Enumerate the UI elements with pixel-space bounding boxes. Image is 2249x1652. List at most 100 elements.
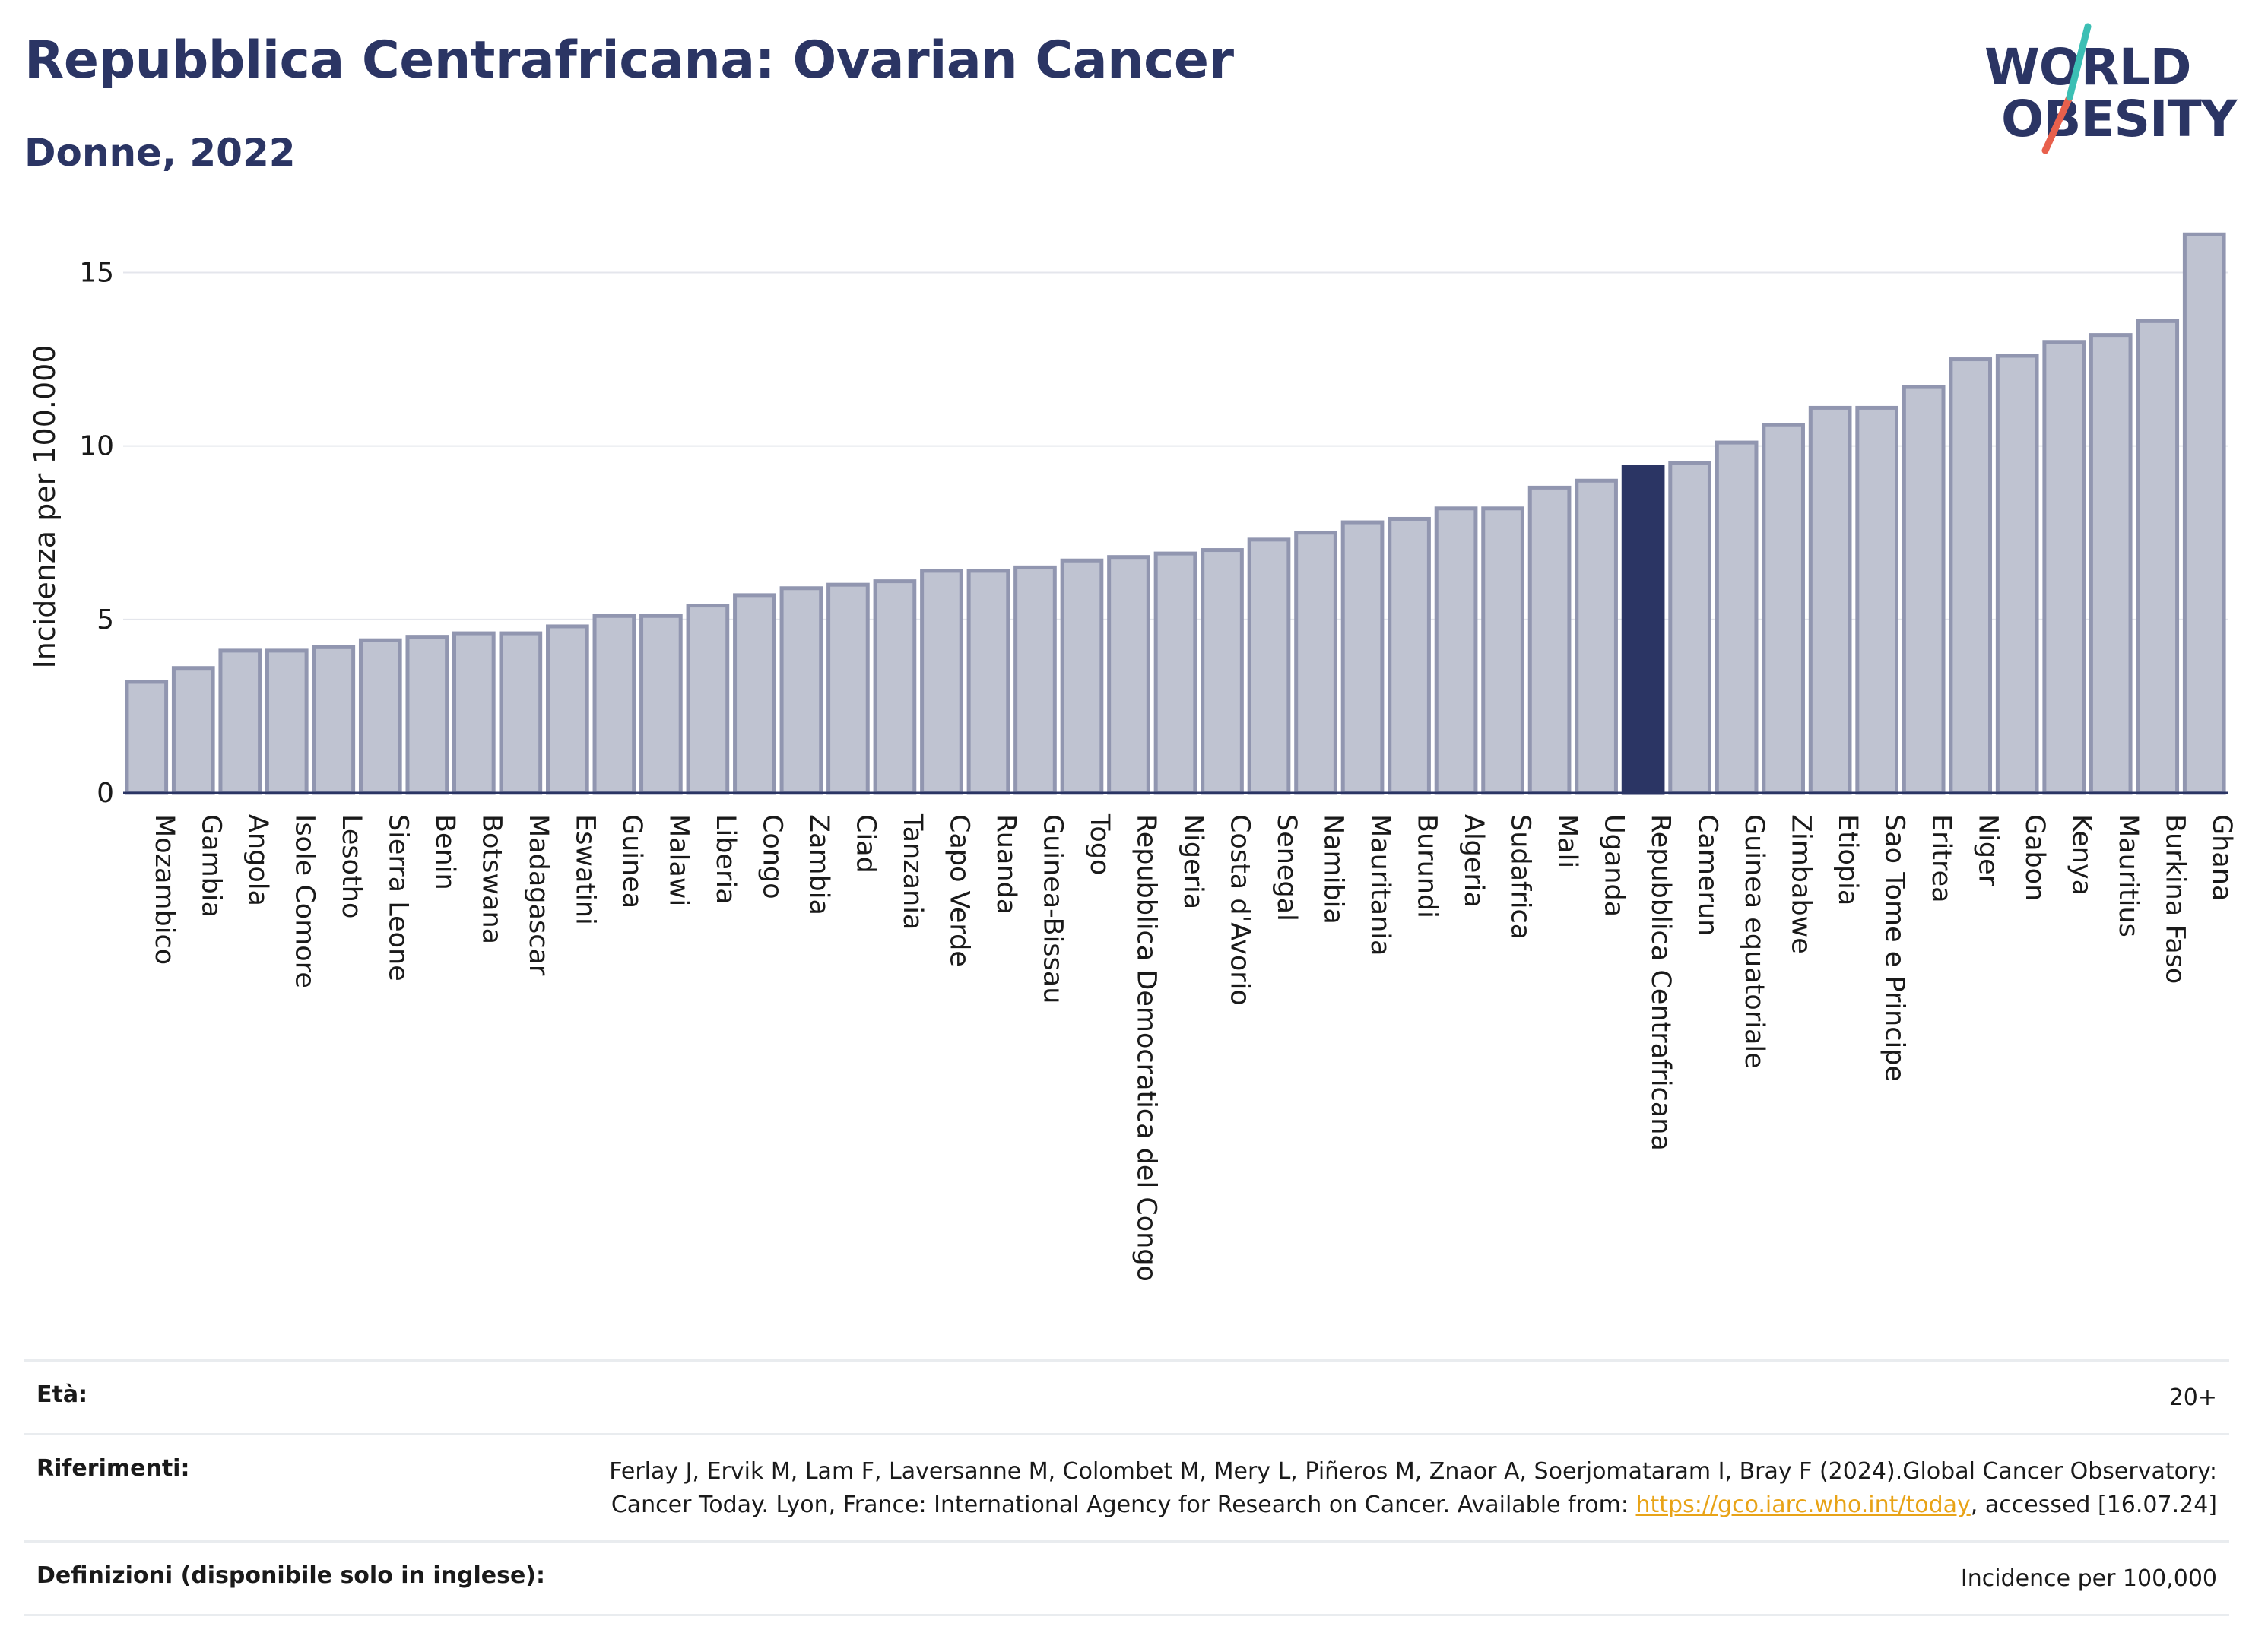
x-tick-label: Camerun bbox=[1692, 814, 1723, 936]
x-tick-label: Guinea equatoriale bbox=[1739, 814, 1769, 1069]
x-tick-label: Liberia bbox=[710, 814, 741, 905]
bar bbox=[873, 579, 917, 795]
bar bbox=[358, 638, 402, 795]
x-tick-label: Etiopia bbox=[1832, 814, 1863, 905]
x-tick-label: Sierra Leone bbox=[382, 814, 413, 981]
bar bbox=[2182, 232, 2226, 795]
x-tick-label: Uganda bbox=[1599, 814, 1629, 917]
y-tick-label: 5 bbox=[97, 604, 114, 636]
references-link[interactable]: https://gco.iarc.who.int/today bbox=[1635, 1492, 1971, 1518]
x-tick-label: Benin bbox=[430, 814, 460, 890]
y-tick-label: 10 bbox=[79, 431, 114, 462]
bar bbox=[1107, 555, 1150, 795]
bar bbox=[1340, 520, 1385, 795]
x-tick-label: Angola bbox=[243, 814, 273, 906]
bar bbox=[1762, 423, 1805, 795]
x-tick-label: Congo bbox=[757, 814, 787, 899]
bar bbox=[125, 680, 169, 795]
bar bbox=[1388, 516, 1431, 795]
bar bbox=[1153, 551, 1197, 795]
chart-title: Repubblica Centrafricana: Ovarian Cancer bbox=[24, 30, 1234, 90]
chart-footer: Età: 20+ Riferimenti: Ferlay J, Ervik M,… bbox=[24, 1359, 2229, 1616]
x-tick-label: Togo bbox=[1084, 813, 1115, 875]
x-tick-label: Ciad bbox=[850, 814, 880, 874]
bar bbox=[1949, 357, 1993, 795]
bar bbox=[1434, 506, 1478, 795]
bar bbox=[452, 631, 496, 795]
bar bbox=[2136, 319, 2180, 795]
bar bbox=[1527, 485, 1572, 795]
bar bbox=[218, 648, 262, 795]
age-value: 20+ bbox=[2168, 1384, 2217, 1411]
bar bbox=[1060, 558, 1104, 795]
bar bbox=[686, 604, 730, 795]
references-text: Ferlay J, Ervik M, Lam F, Laversanne M, … bbox=[544, 1455, 2217, 1522]
x-tick-label: Senegal bbox=[1271, 814, 1302, 921]
x-tick-label: Mali bbox=[1552, 814, 1582, 868]
x-tick-label: Burkina Faso bbox=[2160, 814, 2190, 984]
x-tick-label: Mauritius bbox=[2113, 814, 2143, 937]
x-tick-label: Kenya bbox=[2067, 814, 2097, 896]
references-text-part-1: Ferlay J, Ervik M, Lam F, Laversanne M, … bbox=[609, 1458, 2217, 1518]
x-tick-label: Gambia bbox=[195, 814, 226, 918]
bar bbox=[171, 666, 215, 795]
x-tick-label: Malawi bbox=[663, 814, 693, 906]
bar bbox=[546, 624, 589, 795]
bar bbox=[1715, 440, 1759, 795]
x-tick-label: Burundi bbox=[1412, 814, 1442, 918]
x-tick-label: Algeria bbox=[1458, 814, 1489, 908]
x-tick-label: Eritrea bbox=[1926, 814, 1956, 903]
definitions-value: Incidence per 100,000 bbox=[1960, 1565, 2217, 1592]
bar bbox=[1902, 385, 1946, 795]
world-obesity-logo: WORLD OBESITY bbox=[1984, 23, 2237, 160]
bar bbox=[1808, 405, 1852, 795]
x-tick-label: Namibia bbox=[1318, 814, 1349, 924]
bar bbox=[1575, 478, 1618, 795]
age-row: Età: 20+ bbox=[24, 1359, 2229, 1433]
definitions-label: Definizioni (disponibile solo in inglese… bbox=[36, 1562, 545, 1589]
x-tick-label: Gabon bbox=[2019, 814, 2050, 901]
definitions-row: Definizioni (disponibile solo in inglese… bbox=[24, 1540, 2229, 1616]
bar bbox=[779, 586, 823, 795]
bar bbox=[592, 614, 636, 795]
x-tick-label: Repubblica Centrafricana bbox=[1645, 814, 1676, 1151]
bar bbox=[1247, 537, 1291, 795]
y-axis-title: Incidenza per 100.000 bbox=[28, 345, 62, 669]
y-tick-label: 0 bbox=[97, 778, 114, 809]
bar bbox=[265, 648, 309, 795]
x-tick-label: Repubblica Democratica del Congo bbox=[1131, 814, 1161, 1282]
bar bbox=[499, 631, 543, 795]
bar bbox=[1855, 405, 1899, 795]
bar bbox=[639, 614, 683, 795]
x-tick-label: Zambia bbox=[804, 814, 834, 915]
bar bbox=[405, 635, 449, 795]
x-tick-label: Lesotho bbox=[336, 814, 366, 918]
bar-chart: 0 5 10 15 Incidenza per 100.000 Mozambico Gamb… bbox=[28, 232, 2237, 1282]
x-tick-label: Capo Verde bbox=[944, 814, 974, 967]
x-tick-label: Sao Tome e Principe bbox=[1879, 814, 1910, 1082]
x-tick-label: Mozambico bbox=[149, 814, 179, 965]
logo-slash-icon bbox=[2041, 23, 2092, 154]
bar bbox=[733, 593, 776, 795]
x-tick-label: Madagascar bbox=[523, 814, 554, 976]
x-tick-label: Isole Comore bbox=[289, 814, 319, 988]
bar-highlight bbox=[1621, 465, 1665, 795]
chart-subtitle: Donne, 2022 bbox=[24, 131, 296, 175]
x-tick-label: Sudafrica bbox=[1505, 814, 1536, 940]
y-tick-label: 15 bbox=[79, 257, 114, 288]
x-tick-label: Nigeria bbox=[1178, 814, 1208, 909]
bar bbox=[312, 645, 356, 795]
bar bbox=[920, 569, 963, 795]
logo-line-1: WORLD bbox=[1984, 38, 2192, 97]
bar bbox=[1294, 531, 1337, 795]
logo-line-2: OBESITY bbox=[2001, 90, 2237, 148]
bar bbox=[2042, 340, 2086, 795]
bar bbox=[1995, 354, 2039, 795]
x-tick-label: Guinea bbox=[617, 814, 647, 908]
bar bbox=[2089, 333, 2133, 795]
references-row: Riferimenti: Ferlay J, Ervik M, Lam F, L… bbox=[24, 1433, 2229, 1540]
x-tick-label: Ghana bbox=[2206, 814, 2237, 901]
bar bbox=[1013, 565, 1057, 795]
bar bbox=[966, 569, 1010, 795]
x-tick-label: Ruanda bbox=[991, 814, 1021, 915]
